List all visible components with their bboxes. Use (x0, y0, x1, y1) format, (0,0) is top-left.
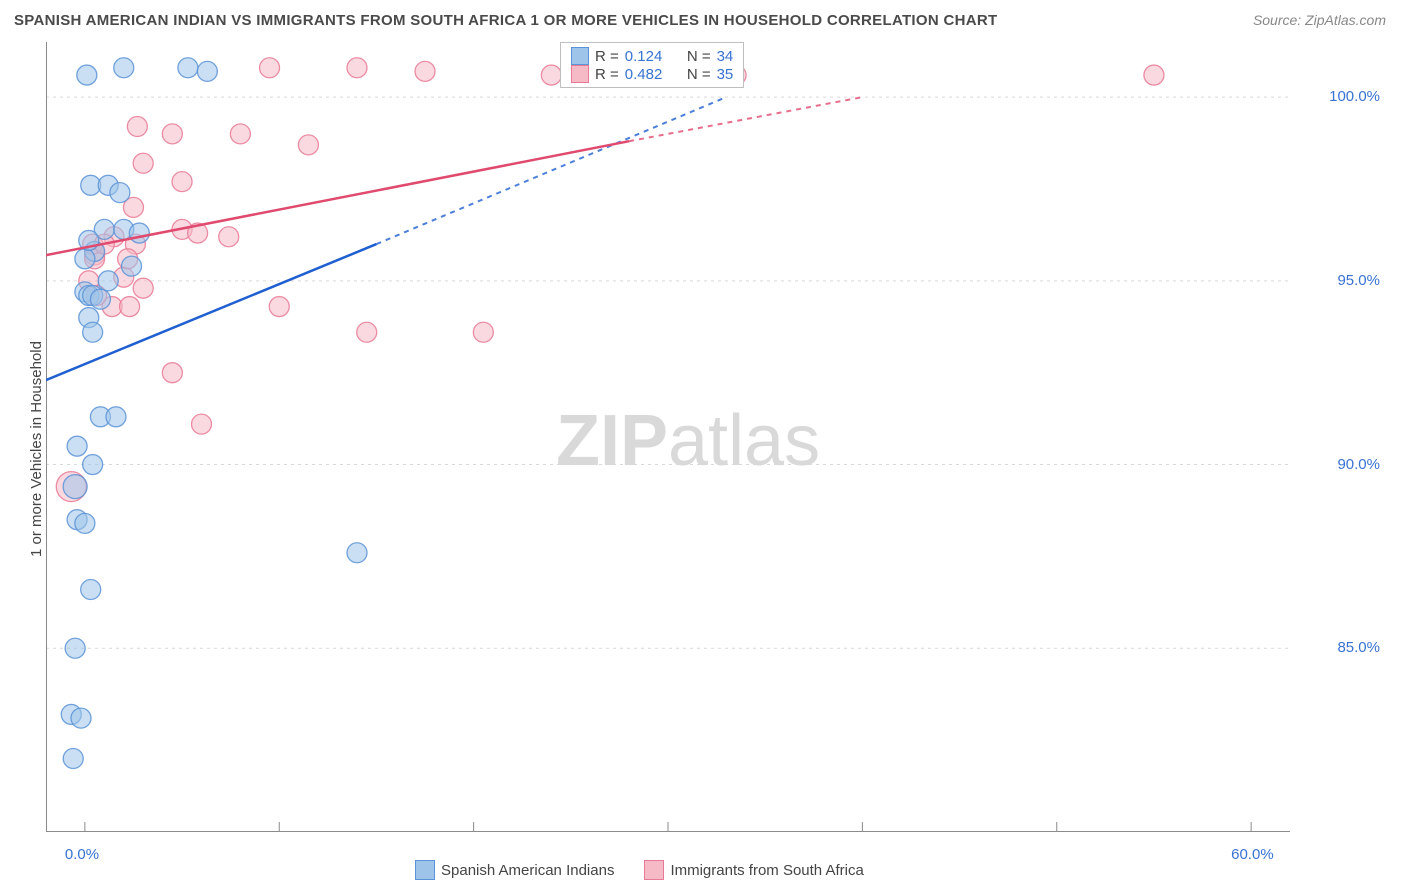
y-tick-label: 90.0% (1310, 456, 1380, 473)
scatter-chart-svg (46, 42, 1290, 832)
source-attribution: Source: ZipAtlas.com (1253, 12, 1386, 28)
y-tick-label: 85.0% (1310, 639, 1380, 656)
legend-swatch-icon (644, 860, 664, 880)
chart-title: SPANISH AMERICAN INDIAN VS IMMIGRANTS FR… (14, 12, 997, 29)
legend-swatch-icon (415, 860, 435, 880)
x-tick-label: 0.0% (65, 846, 99, 863)
y-axis-label: 1 or more Vehicles in Household (28, 341, 45, 557)
stat-row: R = 0.482 N = 35 (571, 65, 733, 83)
series-swatch-icon (571, 47, 589, 65)
legend-item: Immigrants from South Africa (644, 860, 863, 880)
stat-row: R = 0.124 N = 34 (571, 47, 733, 65)
plot-area (46, 42, 1290, 832)
x-tick-label: 60.0% (1231, 846, 1274, 863)
legend-label: Immigrants from South Africa (670, 862, 863, 879)
y-tick-label: 100.0% (1310, 88, 1380, 105)
legend-item: Spanish American Indians (415, 860, 614, 880)
legend-label: Spanish American Indians (441, 862, 614, 879)
y-tick-label: 95.0% (1310, 272, 1380, 289)
legend: Spanish American Indians Immigrants from … (415, 860, 864, 880)
series-swatch-icon (571, 65, 589, 83)
correlation-stat-box: R = 0.124 N = 34R = 0.482 N = 35 (560, 42, 744, 88)
